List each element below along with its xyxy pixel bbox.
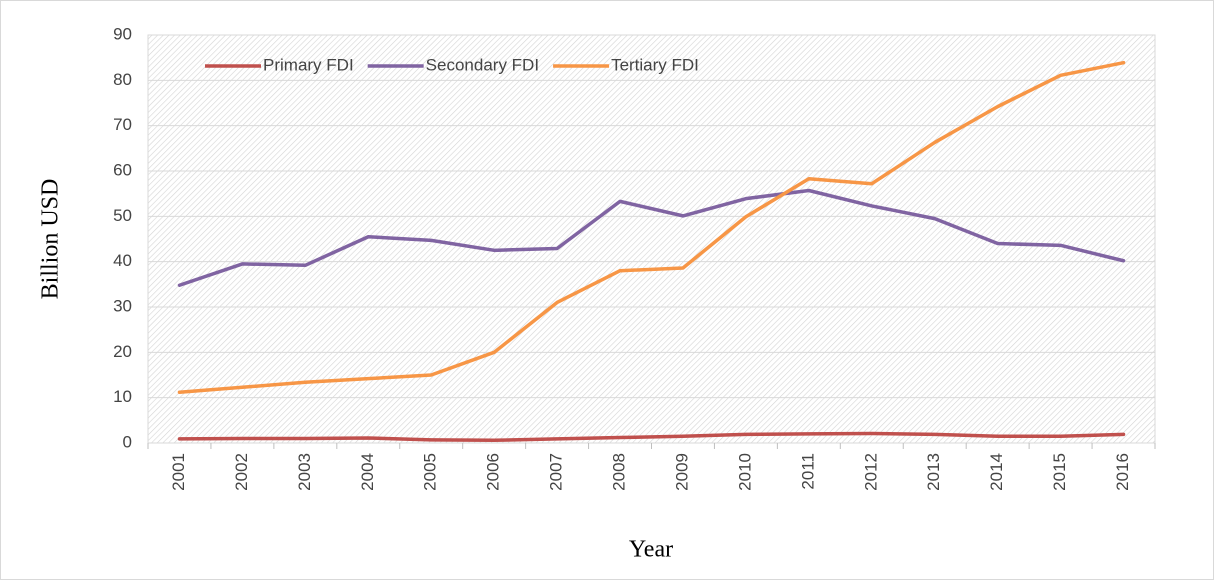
x-tick-label: 2016: [1113, 453, 1132, 491]
x-tick-label: 2006: [484, 453, 503, 491]
line-series: [177, 431, 1126, 443]
x-tick-label: 2011: [798, 453, 817, 490]
y-tick-label: 80: [113, 70, 132, 89]
x-tick-label: 2008: [610, 453, 629, 491]
y-tick-label: 60: [113, 160, 132, 179]
y-tick-label: 0: [123, 432, 132, 451]
x-tick-label: 2004: [358, 453, 377, 491]
x-tick-label: 2012: [861, 453, 880, 491]
y-tick-label: 40: [113, 251, 132, 270]
line-series: [177, 60, 1126, 394]
x-tick-label: 2015: [1050, 453, 1069, 491]
y-tick-label: 70: [113, 115, 132, 134]
x-tick-label: 2010: [735, 453, 754, 491]
line-series: [177, 188, 1126, 287]
y-tick-label: 50: [113, 206, 132, 225]
x-tick-label: 2009: [672, 453, 691, 491]
x-tick-label: 2013: [924, 453, 943, 491]
x-tick-label: 2002: [232, 453, 251, 491]
y-tick-label: 90: [113, 24, 132, 43]
x-tick-label: 2007: [547, 453, 566, 491]
legend-label: Secondary FDI: [426, 55, 539, 74]
x-axis-title: Year: [629, 537, 673, 563]
legend-label: Tertiary FDI: [611, 55, 699, 74]
x-tick-label: 2003: [295, 453, 314, 491]
y-tick-label: 10: [113, 387, 132, 406]
x-tick-label: 2005: [421, 453, 440, 491]
y-tick-label: 20: [113, 342, 132, 361]
y-tick-label: 30: [113, 296, 132, 315]
y-axis-title: Billion USD: [38, 179, 64, 300]
x-tick-label: 2001: [169, 453, 188, 491]
x-tick-label: 2014: [987, 453, 1006, 491]
legend-label: Primary FDI: [263, 55, 354, 74]
